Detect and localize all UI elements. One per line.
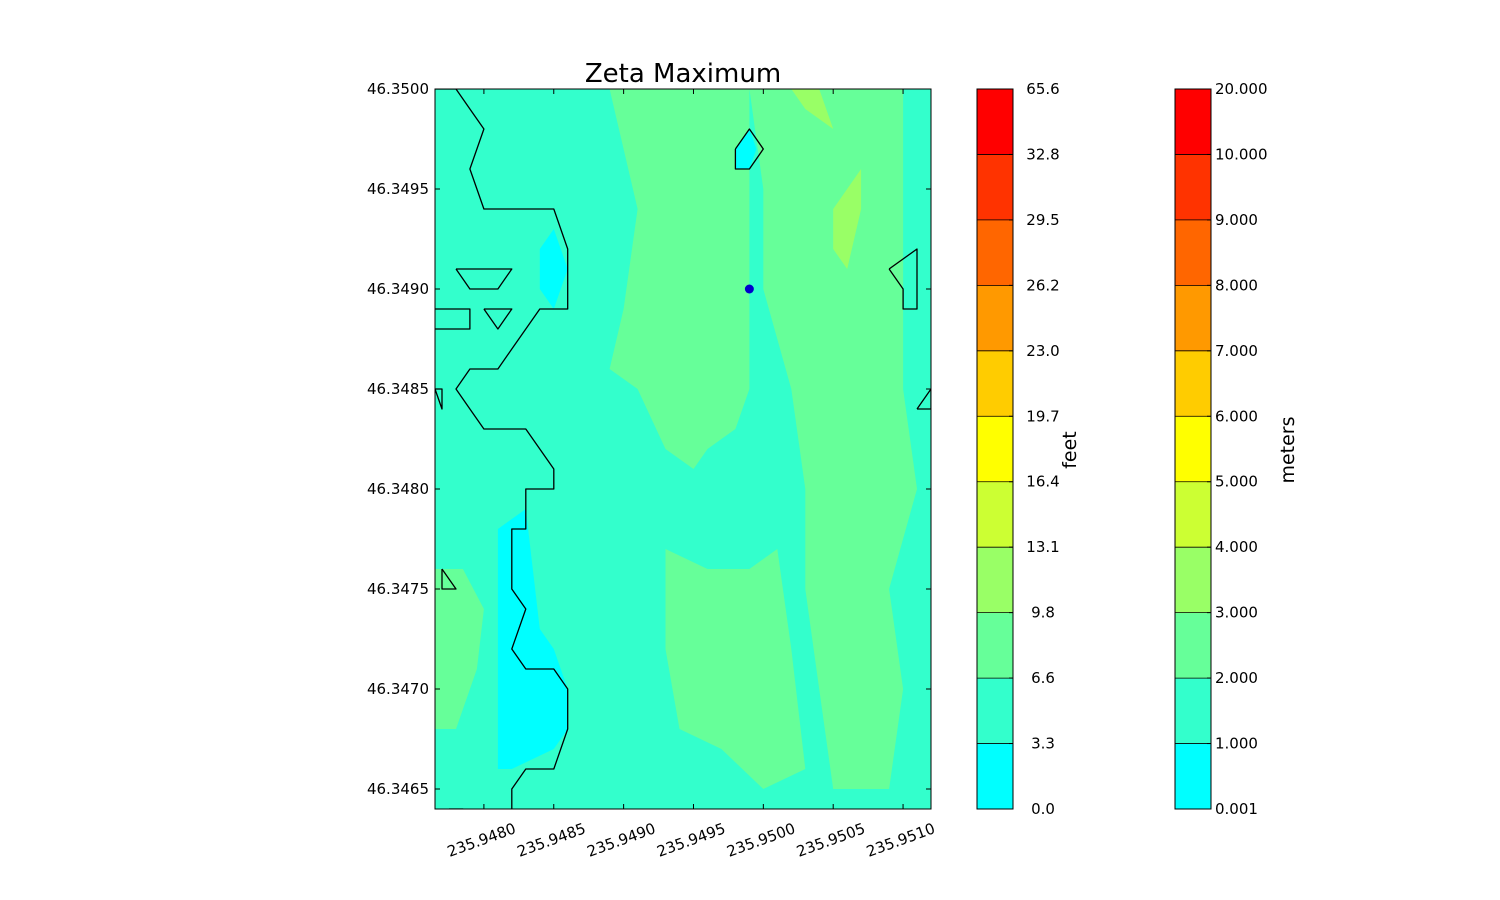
- colorbar-swatch: [977, 285, 1013, 352]
- contour-region-5: [435, 569, 484, 729]
- colorbar-swatch: [977, 416, 1013, 483]
- colorbar-swatch: [977, 350, 1013, 417]
- x-tick-label: 235.9490: [585, 819, 658, 860]
- y-tick-label: 46.3485: [367, 380, 429, 398]
- colorbar-tick-label: 65.6: [1026, 80, 1059, 98]
- colorbar-swatch: [1175, 285, 1211, 352]
- colorbar-swatch: [977, 481, 1013, 548]
- colorbar-swatch: [977, 547, 1013, 614]
- colorbar-swatch: [977, 678, 1013, 745]
- colorbar-tick-label: 4.000: [1215, 538, 1258, 556]
- colorbar-tick-label: 7.000: [1215, 342, 1258, 360]
- colorbar-tick-label: 23.0: [1026, 342, 1059, 360]
- colorbar-tick-label: 0.001: [1215, 800, 1258, 818]
- colorbar-tick-label: 3.3: [1031, 735, 1055, 753]
- colorbar-tick-label: 26.2: [1026, 276, 1059, 294]
- colorbar-frame: [976, 88, 1014, 810]
- x-tick-label: 235.9505: [794, 819, 867, 860]
- contour-region-7: [539, 229, 568, 309]
- contour-region-2: [665, 549, 806, 789]
- plot-area: 235.9480235.9485235.9490235.9495235.9500…: [367, 80, 937, 861]
- contour-line-0: [435, 89, 569, 809]
- y-tick-label: 46.3500: [367, 80, 429, 98]
- colorbar-tick-label: 16.4: [1026, 473, 1059, 491]
- x-tick-label: 235.9480: [445, 819, 518, 860]
- colorbar-swatch: [977, 219, 1013, 286]
- colorbar-swatch: [977, 743, 1013, 810]
- colorbar-swatch: [977, 612, 1013, 679]
- colorbar-tick-label: 8.000: [1215, 276, 1258, 294]
- colorbar-feet-label: feet: [1059, 431, 1081, 469]
- contour-line-7: [888, 248, 918, 310]
- colorbar-tick-label: 20.000: [1215, 80, 1268, 98]
- colorbar-tick-label: 0.0: [1031, 800, 1055, 818]
- colorbar-tick-label: 19.7: [1026, 407, 1059, 425]
- filled-contour-regions: [435, 89, 917, 789]
- contour-line-1: [455, 268, 513, 290]
- colorbar-swatch: [977, 89, 1013, 155]
- colorbar-tick-label: 1.000: [1215, 735, 1258, 753]
- y-tick-label: 46.3475: [367, 580, 429, 598]
- plot-frame: [434, 88, 932, 810]
- colorbar-tick-label: 9.000: [1215, 211, 1258, 229]
- colorbar-tick-label: 5.000: [1215, 473, 1258, 491]
- colorbar-swatch: [1175, 219, 1211, 286]
- y-tick-label: 46.3465: [367, 780, 429, 798]
- y-tick-label: 46.3495: [367, 180, 429, 198]
- colorbar-feet: feet 0.0 3.3 6.6 9.8 13.1 16.4 19.7 23.0 26.2 29.…: [976, 80, 1081, 818]
- contour-line-6: [734, 128, 764, 170]
- x-tick-label: 235.9485: [515, 819, 588, 860]
- colorbar-swatch: [1175, 416, 1211, 483]
- contour-line-5: [441, 568, 457, 590]
- y-tick-label: 46.3490: [367, 280, 429, 298]
- colorbar-swatch: [1175, 678, 1211, 745]
- location-marker: [744, 284, 754, 294]
- colorbar-tick-label: 32.8: [1026, 145, 1059, 163]
- colorbar-swatch: [977, 154, 1013, 221]
- x-tick-label: 235.9500: [724, 819, 797, 860]
- colorbar-tick-label: 13.1: [1026, 538, 1059, 556]
- colorbar-meters: meters 0.001 1.000 2.000 3.000 4.000 5.000 6.0…: [1174, 80, 1299, 818]
- colorbar-tick-label: 9.8: [1031, 604, 1055, 622]
- colorbar-meters-label: meters: [1277, 416, 1299, 483]
- x-tick-label: 235.9495: [654, 819, 727, 860]
- colorbar-tick-label: 3.000: [1215, 604, 1258, 622]
- colorbar-tick-label: 2.000: [1215, 669, 1258, 687]
- x-tick-label: 235.9510: [864, 819, 937, 860]
- colorbar-swatch: [1175, 743, 1211, 810]
- contour-line-8: [916, 388, 931, 410]
- y-axis: 46.3465 46.3470 46.3475 46.3480 46.3485 46.34…: [367, 80, 931, 798]
- colorbar-swatch: [1175, 350, 1211, 417]
- contour-lines: [435, 89, 931, 809]
- colorbar-swatch: [1175, 481, 1211, 548]
- colorbar-swatch: [1175, 547, 1211, 614]
- contour-region-0: [609, 89, 917, 789]
- contour-region-8: [735, 129, 757, 169]
- colorbar-frame: [1174, 88, 1212, 810]
- colorbar-tick-label: 6.6: [1031, 669, 1055, 687]
- colorbar-tick-label: 10.000: [1215, 145, 1268, 163]
- colorbar-swatch: [1175, 154, 1211, 221]
- contour-region-6: [497, 509, 568, 769]
- contour-line-2: [483, 308, 513, 330]
- contour-region-3: [791, 89, 834, 129]
- contour-line-3: [435, 308, 471, 330]
- chart-title: Zeta Maximum: [585, 59, 781, 89]
- contour-region-4: [833, 169, 862, 269]
- y-tick-label: 46.3480: [367, 480, 429, 498]
- y-tick-label: 46.3470: [367, 680, 429, 698]
- colorbar-swatch: [1175, 89, 1211, 155]
- colorbar-tick-label: 6.000: [1215, 407, 1258, 425]
- colorbar-tick-label: 29.5: [1026, 211, 1059, 229]
- colorbar-swatch: [1175, 612, 1211, 679]
- contour-region-1: [609, 89, 750, 469]
